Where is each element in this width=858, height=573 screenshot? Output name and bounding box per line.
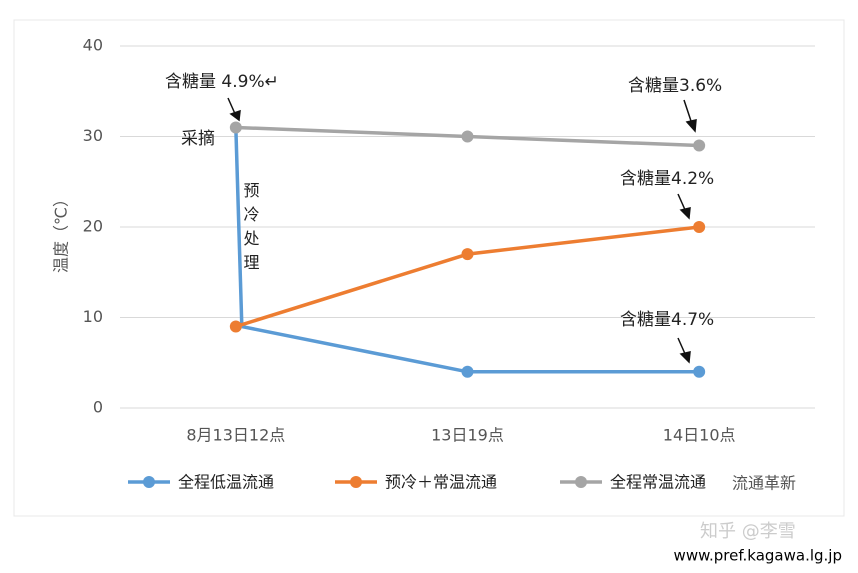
annotation: 预冷处理 bbox=[241, 182, 260, 278]
series-line bbox=[241, 324, 700, 374]
data-point bbox=[461, 248, 474, 261]
legend-marker bbox=[575, 476, 587, 488]
y-tick-label: 10 bbox=[83, 307, 103, 326]
chart-frame bbox=[13, 19, 845, 517]
y-tick-label: 20 bbox=[83, 217, 103, 236]
annotation: 含糖量4.7% bbox=[620, 310, 714, 330]
y-axis-label: 温度（℃） bbox=[52, 191, 71, 273]
y-tick-label: 30 bbox=[83, 126, 103, 145]
legend-label: 预冷＋常温流通 bbox=[385, 473, 497, 492]
legend-marker bbox=[143, 476, 155, 488]
y-tick-label: 0 bbox=[93, 398, 103, 417]
legend-marker bbox=[350, 476, 362, 488]
annotation: 含糖量3.6% bbox=[628, 76, 722, 96]
data-point bbox=[461, 365, 474, 378]
legend-label: 全程低温流通 bbox=[178, 473, 274, 492]
x-tick-label: 13日19点 bbox=[431, 426, 504, 445]
y-tick-label: 40 bbox=[83, 36, 103, 55]
data-point bbox=[693, 221, 706, 233]
legend-label: 全程常温流通 bbox=[610, 473, 706, 492]
data-point bbox=[461, 130, 474, 143]
data-point bbox=[693, 365, 706, 378]
x-tick-label: 8月13日12点 bbox=[186, 426, 285, 445]
data-point bbox=[229, 320, 242, 333]
data-point bbox=[229, 121, 242, 134]
annotation: 含糖量4.2% bbox=[620, 169, 714, 189]
watermark: 知乎 @李雪 bbox=[700, 521, 796, 542]
annotation: 采摘 bbox=[181, 129, 215, 149]
arrows bbox=[227, 97, 697, 364]
precool-drop bbox=[234, 127, 244, 327]
data-point bbox=[693, 139, 706, 152]
annotation: 含糖量 4.9%↵ bbox=[165, 72, 279, 92]
x-tick-label: 14日10点 bbox=[663, 426, 736, 445]
watermark: 流通革新 bbox=[732, 474, 796, 493]
watermark: www.pref.kagawa.lg.jp bbox=[674, 547, 842, 565]
